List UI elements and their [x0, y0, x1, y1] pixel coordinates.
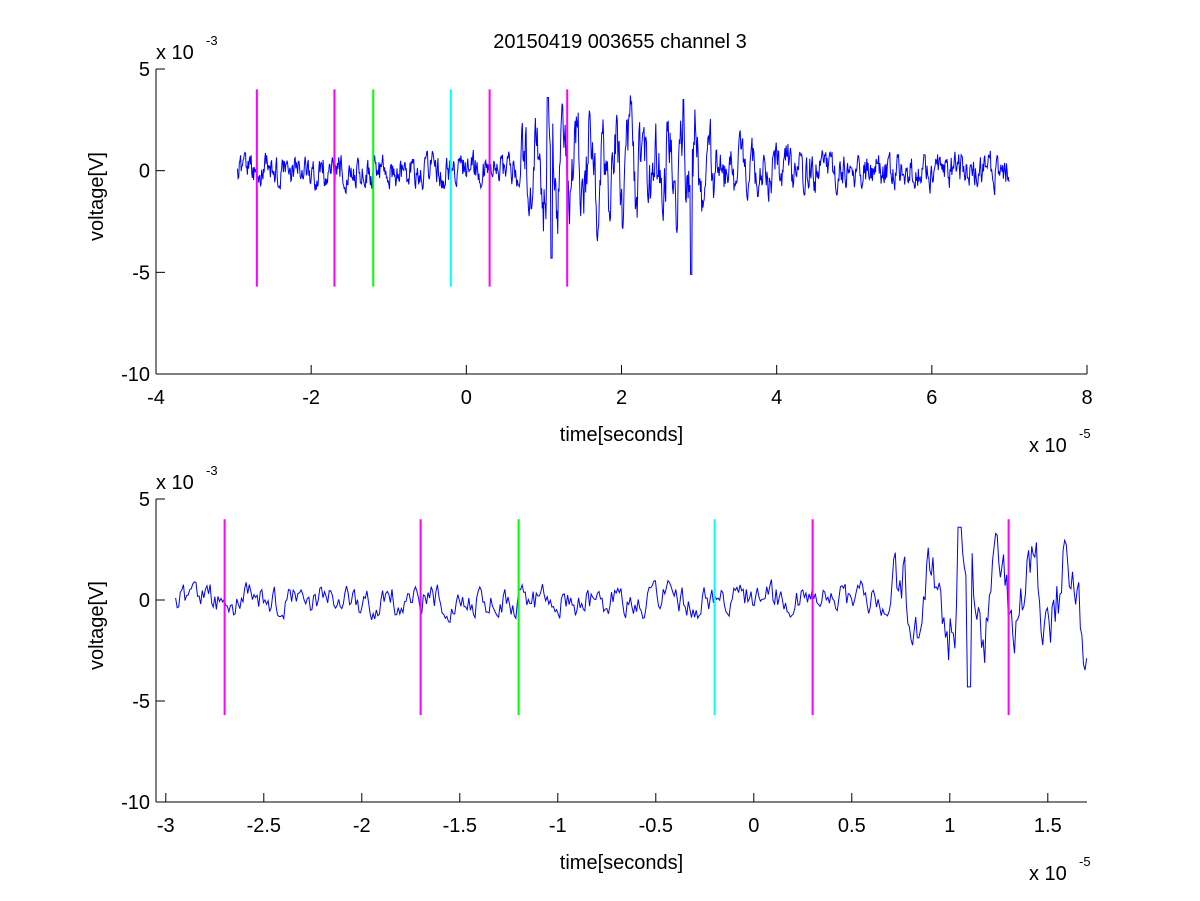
y-tick-label-1: -5: [132, 262, 150, 284]
y-exponent-power: -3: [206, 463, 218, 478]
x-exponent-power: -5: [1079, 426, 1091, 441]
x-tick-label-0: -3: [157, 815, 175, 837]
y-tick-label-2: 0: [139, 161, 150, 183]
signal-line: [175, 526, 1087, 688]
x-tick-label-5: 6: [926, 387, 937, 409]
x-tick-label-6: 8: [1081, 387, 1092, 409]
y-tick-label-1: -5: [132, 691, 150, 713]
x-tick-label-2: -2: [353, 815, 371, 837]
y-exponent-power: -3: [206, 33, 218, 48]
x-tick-label-1: -2.5: [247, 815, 281, 837]
y-tick-label-3: 5: [139, 489, 150, 511]
y-exponent-label: x 10: [156, 42, 194, 64]
x-exponent-label: x 10: [1029, 863, 1067, 885]
x-tick-label-3: -1.5: [443, 815, 477, 837]
y-exponent-label: x 10: [156, 472, 194, 494]
x-tick-label-9: 1.5: [1034, 815, 1062, 837]
y-axis-label: voltage[V]: [86, 152, 108, 241]
signal-line: [236, 95, 1010, 275]
y-tick-label-0: -10: [121, 792, 150, 814]
x-tick-label-6: 0: [748, 815, 759, 837]
top-axes: -4 -2 0 2 4 6 8 -10 -5 0 5 time[seconds] voltage[V] x…: [86, 33, 1093, 457]
bottom-axes: -3 -2.5 -2 -1.5 -1 -0.5 0 0.5 1 1.5 -10 -5 0 5 time[se…: [86, 463, 1091, 885]
x-tick-label-3: 2: [616, 387, 627, 409]
y-tick-label-3: 5: [139, 59, 150, 81]
x-exponent-label: x 10: [1029, 435, 1067, 457]
x-tick-label-7: 0.5: [838, 815, 866, 837]
x-tick-label-1: -2: [302, 387, 320, 409]
figure-title: 20150419 003655 channel 3: [493, 31, 747, 53]
x-axis-label: time[seconds]: [560, 424, 683, 446]
x-axis-label: time[seconds]: [560, 852, 683, 874]
y-axis-label: voltage[V]: [86, 581, 108, 670]
y-tick-label-2: 0: [139, 590, 150, 612]
x-tick-label-5: -0.5: [639, 815, 673, 837]
x-exponent-power: -5: [1079, 854, 1091, 869]
y-tick-label-0: -10: [121, 364, 150, 386]
x-tick-label-8: 1: [944, 815, 955, 837]
x-tick-label-0: -4: [147, 387, 165, 409]
x-tick-label-4: -1: [549, 815, 567, 837]
x-tick-label-2: 0: [461, 387, 472, 409]
x-tick-label-4: 4: [771, 387, 782, 409]
